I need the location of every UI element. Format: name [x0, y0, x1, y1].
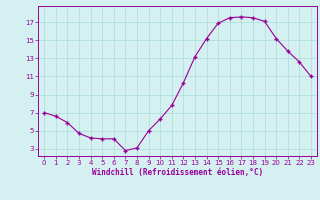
X-axis label: Windchill (Refroidissement éolien,°C): Windchill (Refroidissement éolien,°C) [92, 168, 263, 177]
